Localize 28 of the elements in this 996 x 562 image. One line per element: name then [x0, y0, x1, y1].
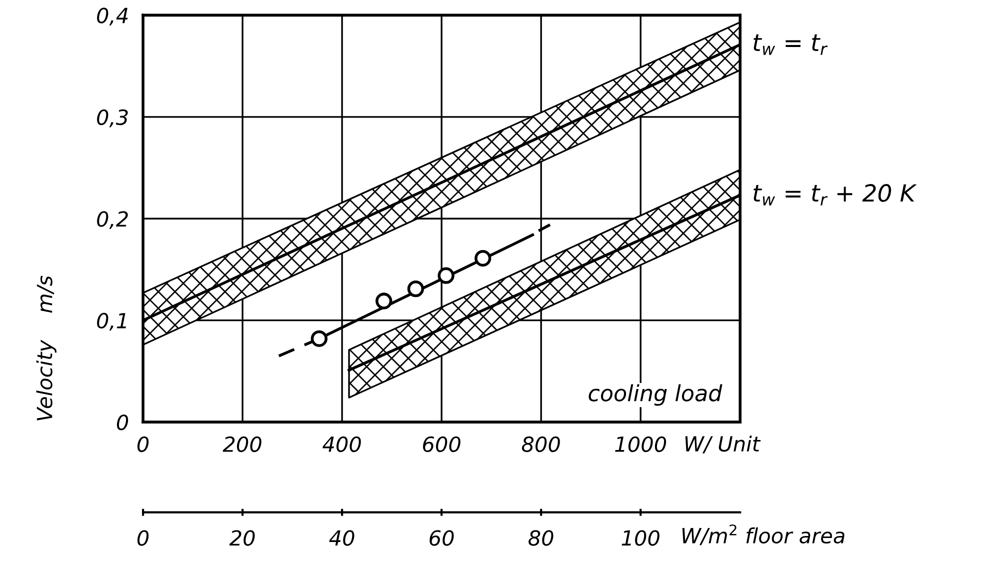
y-tick-label: 0 — [116, 414, 128, 430]
x-axis-title: W/ Unit — [685, 436, 761, 454]
x2-tick-label: 20 — [229, 530, 255, 546]
x2-axis-title: W/m$^{2}$ floor area — [682, 524, 844, 546]
point — [474, 250, 492, 267]
x-tick-label: 800 — [522, 436, 560, 452]
x-tick-label: 0 — [137, 436, 149, 452]
x-tick-label: 600 — [423, 436, 460, 452]
y-tick-label: 0,4 — [97, 8, 128, 26]
point — [407, 280, 424, 298]
x-tick-label: 400 — [322, 436, 361, 452]
series-label: t$_{w}$ = t$_{r}$ + 20 K — [754, 184, 917, 206]
series-label: t$_{w}$ = t$_{r}$ — [754, 34, 828, 55]
x2-tick-label: 100 — [622, 530, 660, 546]
point — [438, 267, 454, 284]
x2-tick-label: 40 — [329, 530, 354, 546]
annotation: cooling load — [588, 384, 722, 406]
y-axis-title: Velocity m/s — [36, 276, 56, 420]
y-tick-label: 0,1 — [97, 312, 126, 331]
x2-tick-label: 60 — [430, 530, 454, 546]
point — [310, 330, 328, 347]
x2-tick-label: 0 — [137, 530, 149, 546]
y-tick-label: 0,2 — [97, 211, 128, 229]
y-tick-label: 0,3 — [97, 109, 128, 128]
point — [376, 292, 392, 310]
x2-tick-label: 80 — [528, 530, 554, 546]
x-tick-label: 200 — [222, 436, 262, 452]
x-tick-label: 1000 — [615, 436, 666, 452]
